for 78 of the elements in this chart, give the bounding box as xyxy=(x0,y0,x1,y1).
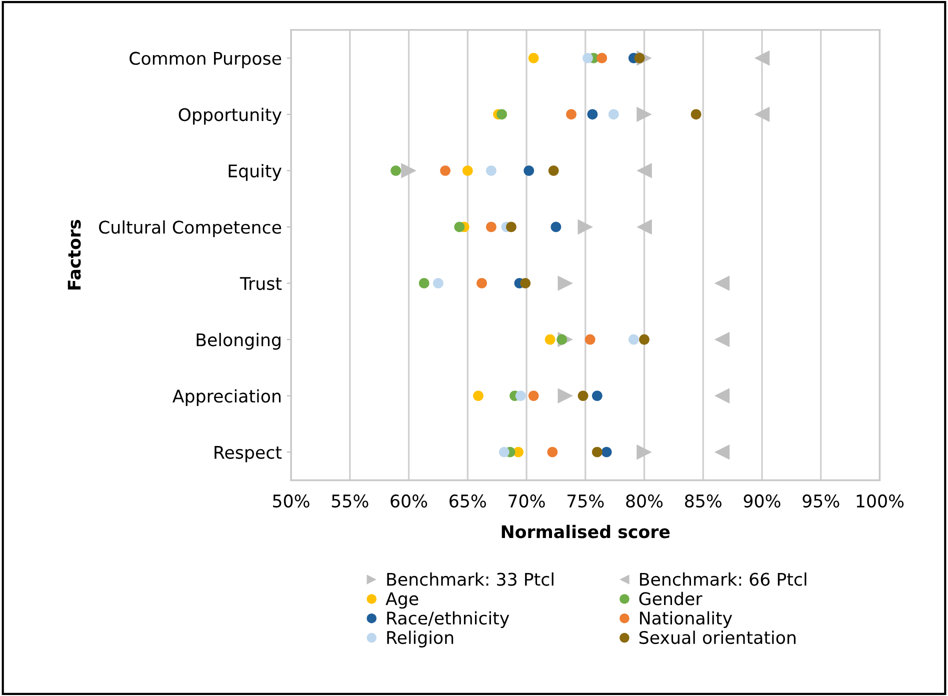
point xyxy=(714,276,730,291)
x-tick-label: 75% xyxy=(568,494,604,508)
legend-label: Nationality xyxy=(640,611,732,628)
x-tick-label: 90% xyxy=(744,494,780,508)
x-tick-label: 95% xyxy=(802,494,840,508)
point xyxy=(486,165,496,176)
point xyxy=(548,165,559,176)
point xyxy=(636,163,652,178)
y-tick-label: Belonging xyxy=(196,332,280,350)
point xyxy=(528,390,539,402)
point xyxy=(473,390,484,402)
point xyxy=(714,388,730,404)
point xyxy=(558,388,574,404)
x-tick-label: 85% xyxy=(685,494,722,508)
point xyxy=(636,106,652,122)
point xyxy=(578,390,588,402)
y-tick-label: Cultural Competence xyxy=(99,220,282,238)
point xyxy=(754,106,770,122)
x-tick-label: 65% xyxy=(450,494,486,508)
y-tick-label: Equity xyxy=(228,164,282,181)
x-tick-label: 100% xyxy=(856,494,904,508)
point xyxy=(754,50,770,66)
point xyxy=(566,109,576,120)
point xyxy=(547,446,558,458)
legend-label: Sexual orientation xyxy=(639,630,796,644)
point xyxy=(520,278,531,288)
point xyxy=(550,222,562,232)
point xyxy=(578,219,594,235)
point xyxy=(582,52,593,64)
y-tick-label: Opportunity xyxy=(178,108,282,125)
x-tick-label: 60% xyxy=(390,494,428,508)
x-tick-label: 50% xyxy=(273,494,310,508)
point xyxy=(690,109,702,120)
point xyxy=(587,109,598,120)
x-tick-label: 55% xyxy=(332,494,368,508)
point xyxy=(524,165,534,176)
y-tick-label: Appreciation xyxy=(172,389,281,406)
point xyxy=(596,52,608,64)
y-tick-label: Respect xyxy=(214,446,282,462)
legend-label: Gender xyxy=(639,592,702,606)
point xyxy=(601,446,612,458)
point xyxy=(418,278,430,288)
point xyxy=(628,334,639,345)
point xyxy=(636,219,652,235)
point xyxy=(454,222,465,232)
point xyxy=(498,446,510,458)
point xyxy=(440,165,450,176)
legend-label: Religion xyxy=(387,630,454,648)
point xyxy=(636,444,652,460)
legend-label: Benchmark: 66 Ptcl xyxy=(640,572,806,586)
point xyxy=(558,276,574,291)
point xyxy=(496,109,507,120)
point xyxy=(608,109,619,120)
point xyxy=(714,332,730,348)
point xyxy=(390,165,402,176)
point xyxy=(401,163,416,178)
point xyxy=(462,165,473,176)
point xyxy=(714,444,730,460)
point xyxy=(515,390,526,402)
x-tick-label: 70% xyxy=(508,494,545,508)
point xyxy=(476,278,487,288)
point xyxy=(486,222,496,232)
y-axis-title: Factors xyxy=(68,220,81,290)
point xyxy=(528,52,539,64)
x-tick-label: 80% xyxy=(626,494,663,508)
y-tick-label: Trust xyxy=(240,277,282,290)
point xyxy=(592,390,602,402)
point xyxy=(544,334,556,345)
point xyxy=(433,278,444,288)
legend-label: Benchmark: 33 Ptcl xyxy=(387,572,554,586)
legend-label: Race/ethnicity xyxy=(387,611,510,628)
point xyxy=(506,222,516,232)
point xyxy=(592,446,602,458)
point xyxy=(639,334,650,345)
legend-label: Age xyxy=(386,592,418,609)
x-axis-title: Normalised score xyxy=(502,524,670,538)
y-tick-label: Common Purpose xyxy=(130,52,282,68)
point xyxy=(584,334,596,345)
